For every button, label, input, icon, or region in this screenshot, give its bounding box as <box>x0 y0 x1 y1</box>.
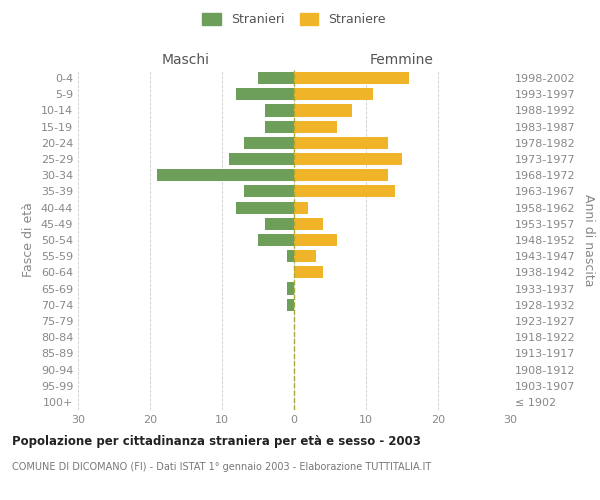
Bar <box>294 104 352 117</box>
Bar <box>265 218 294 230</box>
Bar <box>258 72 294 84</box>
Bar <box>294 153 402 165</box>
Bar <box>236 202 294 213</box>
Bar <box>244 186 294 198</box>
Bar <box>287 250 294 262</box>
Text: Femmine: Femmine <box>370 54 434 68</box>
Bar <box>294 250 316 262</box>
Text: Maschi: Maschi <box>162 54 210 68</box>
Bar <box>287 298 294 311</box>
Legend: Stranieri, Straniere: Stranieri, Straniere <box>197 8 391 31</box>
Bar <box>294 137 388 149</box>
Text: Popolazione per cittadinanza straniera per età e sesso - 2003: Popolazione per cittadinanza straniera p… <box>12 435 421 448</box>
Bar <box>294 234 337 246</box>
Y-axis label: Anni di nascita: Anni di nascita <box>582 194 595 286</box>
Bar <box>229 153 294 165</box>
Bar <box>294 266 323 278</box>
Bar <box>244 137 294 149</box>
Bar <box>294 88 373 101</box>
Bar <box>236 88 294 101</box>
Bar <box>157 169 294 181</box>
Bar <box>294 169 388 181</box>
Y-axis label: Fasce di età: Fasce di età <box>22 202 35 278</box>
Bar <box>294 72 409 84</box>
Bar <box>287 282 294 294</box>
Bar <box>294 120 337 132</box>
Bar <box>265 120 294 132</box>
Bar <box>258 234 294 246</box>
Text: COMUNE DI DICOMANO (FI) - Dati ISTAT 1° gennaio 2003 - Elaborazione TUTTITALIA.I: COMUNE DI DICOMANO (FI) - Dati ISTAT 1° … <box>12 462 431 472</box>
Bar <box>265 104 294 117</box>
Bar <box>294 218 323 230</box>
Bar <box>294 202 308 213</box>
Bar <box>294 186 395 198</box>
